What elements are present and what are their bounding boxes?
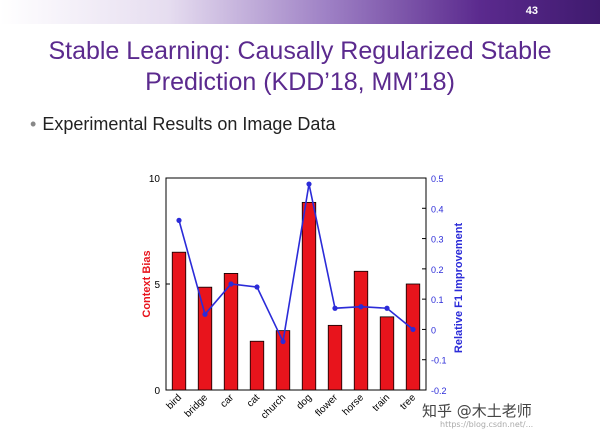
f1-point-train bbox=[384, 305, 390, 311]
f1-improvement-line bbox=[178, 183, 414, 345]
bar-horse bbox=[353, 270, 369, 391]
left-axis-title: Context Bias bbox=[141, 250, 153, 317]
right-tick-label: 0.5 bbox=[431, 174, 444, 184]
right-axis-title: Relative F1 Improvement bbox=[453, 223, 465, 354]
bar-bird bbox=[171, 251, 187, 391]
page-number: 43 bbox=[525, 5, 538, 17]
bar-cat bbox=[249, 340, 265, 391]
bullet-text: Experimental Results on Image Data bbox=[42, 114, 336, 134]
f1-point-dog bbox=[306, 181, 312, 187]
left-tick-label: 5 bbox=[154, 280, 160, 291]
f1-point-bird bbox=[176, 217, 182, 223]
right-tick-label: 0.1 bbox=[431, 295, 444, 305]
left-tick-label: 10 bbox=[149, 174, 161, 185]
f1-point-church bbox=[280, 338, 286, 345]
bullet-point: • Experimental Results on Image Data bbox=[30, 114, 335, 135]
category-label-flower: flower bbox=[313, 392, 340, 419]
category-label-tree: tree bbox=[398, 392, 418, 412]
slide-title-line-2: Prediction (KDD’18, MM’18) bbox=[145, 68, 455, 96]
category-label-bridge: bridge bbox=[183, 392, 211, 420]
bullet-dot-icon: • bbox=[30, 114, 37, 134]
slide-header-bar: 43 bbox=[0, 0, 600, 24]
category-label-horse: horse bbox=[341, 392, 367, 418]
f1-point-tree bbox=[410, 326, 416, 333]
f1-point-cat bbox=[254, 284, 260, 290]
category-label-bird: bird bbox=[165, 392, 185, 412]
category-label-dog: dog bbox=[295, 392, 315, 412]
left-tick-label: 0 bbox=[154, 386, 160, 397]
bar-car bbox=[223, 272, 239, 391]
category-label-car: car bbox=[219, 392, 237, 410]
bar-flower bbox=[327, 324, 343, 391]
category-label-train: train bbox=[371, 392, 393, 414]
bar-train bbox=[379, 316, 395, 391]
f1-point-car bbox=[228, 281, 234, 287]
bar-church bbox=[275, 330, 291, 391]
right-tick-label: 0.2 bbox=[431, 265, 444, 275]
right-tick-label: 0.3 bbox=[431, 235, 444, 245]
category-label-church: church bbox=[259, 392, 288, 421]
f1-point-horse bbox=[358, 304, 364, 310]
right-tick-label: -0.1 bbox=[431, 356, 447, 366]
f1-point-bridge bbox=[202, 311, 208, 317]
bar-tree bbox=[405, 283, 421, 391]
bar-dog bbox=[301, 201, 317, 391]
watermark-url: https://blog.csdn.net/... bbox=[440, 420, 534, 429]
right-tick-label: -0.2 bbox=[431, 386, 447, 396]
category-label-cat: cat bbox=[245, 392, 262, 409]
slide-title: Stable Learning: Causally Regularized St… bbox=[0, 36, 600, 98]
slide-title-line-1: Stable Learning: Causally Regularized St… bbox=[48, 37, 552, 65]
right-tick-label: 0 bbox=[431, 325, 436, 335]
right-tick-label: 0.4 bbox=[431, 204, 444, 214]
bar-bridge bbox=[197, 286, 213, 391]
f1-point-flower bbox=[332, 305, 338, 311]
watermark-text: 知乎 @木土老师 bbox=[422, 402, 532, 420]
